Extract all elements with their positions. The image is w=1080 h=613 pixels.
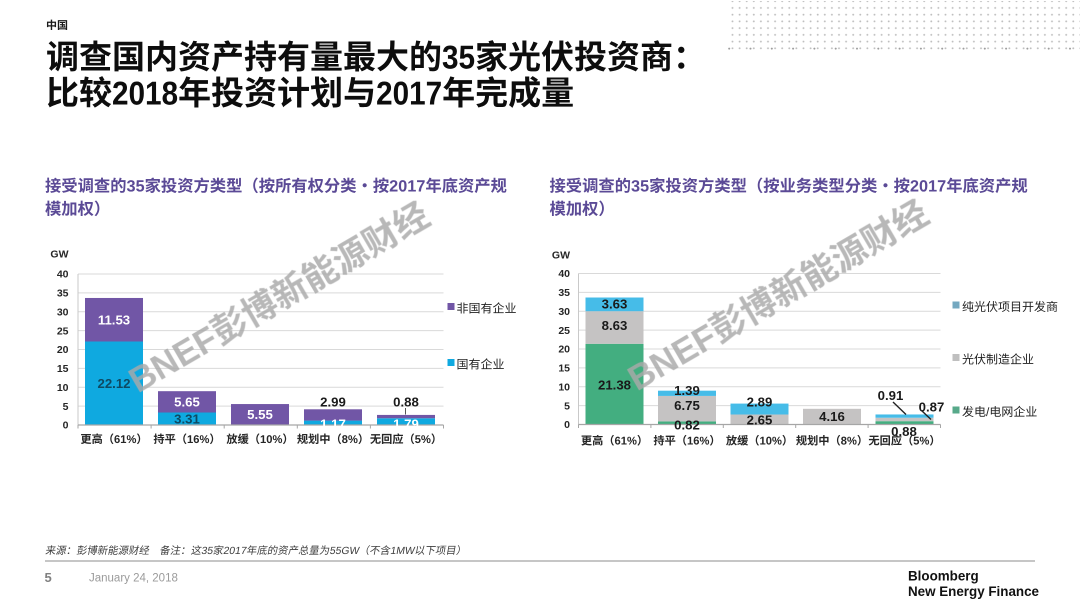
svg-text:35: 35 [558, 287, 570, 299]
svg-text:22.12: 22.12 [97, 376, 130, 391]
svg-text:3.63: 3.63 [602, 297, 628, 312]
svg-text:30: 30 [57, 306, 69, 318]
svg-text:GW: GW [50, 249, 68, 261]
svg-text:25: 25 [57, 325, 69, 337]
svg-text:21.38: 21.38 [598, 377, 631, 392]
svg-text:0.87: 0.87 [919, 399, 945, 414]
svg-text:New Energy Finance: New Energy Finance [908, 584, 1039, 599]
svg-text:January 24, 2018: January 24, 2018 [89, 573, 178, 585]
svg-text:2.89: 2.89 [747, 394, 773, 409]
svg-text:20: 20 [558, 344, 570, 356]
svg-text:1.79: 1.79 [393, 417, 419, 432]
svg-text:0.88: 0.88 [891, 424, 917, 439]
svg-text:35: 35 [57, 288, 69, 300]
svg-text:0: 0 [63, 420, 69, 432]
svg-text:6.75: 6.75 [674, 398, 700, 413]
svg-text:3.31: 3.31 [174, 411, 200, 426]
svg-text:5.65: 5.65 [174, 394, 200, 409]
svg-text:5: 5 [45, 570, 52, 585]
svg-text:40: 40 [558, 268, 570, 280]
svg-text:15: 15 [558, 363, 570, 375]
svg-text:1.39: 1.39 [674, 383, 700, 398]
svg-text:25: 25 [558, 325, 570, 337]
svg-text:0.91: 0.91 [878, 388, 904, 403]
svg-text:2.99: 2.99 [320, 394, 346, 409]
svg-text:11.53: 11.53 [98, 312, 130, 327]
svg-text:20: 20 [57, 344, 69, 356]
svg-text:40: 40 [57, 269, 69, 281]
svg-text:30: 30 [558, 306, 570, 318]
svg-text:0.82: 0.82 [674, 417, 700, 432]
svg-text:2.65: 2.65 [747, 413, 773, 428]
svg-text:15: 15 [57, 363, 69, 375]
svg-text:8.63: 8.63 [602, 318, 628, 333]
svg-text:4.16: 4.16 [819, 409, 845, 424]
svg-text:5: 5 [63, 401, 69, 413]
svg-text:0: 0 [564, 419, 570, 431]
svg-text:GW: GW [552, 250, 570, 262]
svg-text:5: 5 [564, 400, 570, 412]
svg-text:Bloomberg: Bloomberg [908, 569, 979, 584]
svg-text:10: 10 [57, 382, 69, 394]
svg-text:10: 10 [558, 381, 570, 393]
svg-text:1.17: 1.17 [320, 417, 346, 432]
svg-text:5.55: 5.55 [247, 407, 273, 422]
svg-text:0.88: 0.88 [393, 394, 419, 409]
